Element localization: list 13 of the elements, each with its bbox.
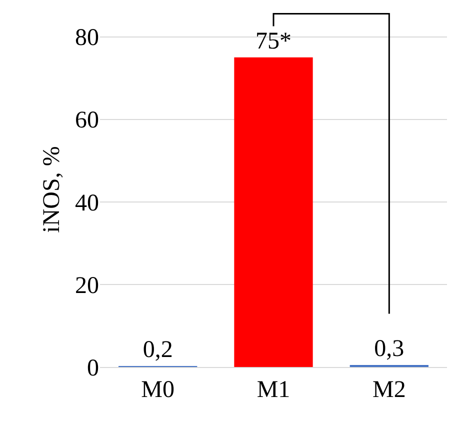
x-tick-label: M0 xyxy=(141,376,174,403)
x-tick-label: M1 xyxy=(256,376,290,403)
data-label: 75* xyxy=(256,28,292,54)
y-tick-label: 0 xyxy=(87,355,99,382)
y-axis-title: iNOS, % xyxy=(39,146,66,233)
y-tick-label: 80 xyxy=(75,25,99,52)
data-label: 0,2 xyxy=(142,337,173,363)
data-label: 0,3 xyxy=(374,336,404,362)
bar xyxy=(234,57,313,367)
y-tick-label: 20 xyxy=(75,272,99,299)
y-tick-label: 40 xyxy=(75,190,99,216)
x-tick-label: M2 xyxy=(372,376,406,403)
y-tick-label: 60 xyxy=(75,108,99,134)
